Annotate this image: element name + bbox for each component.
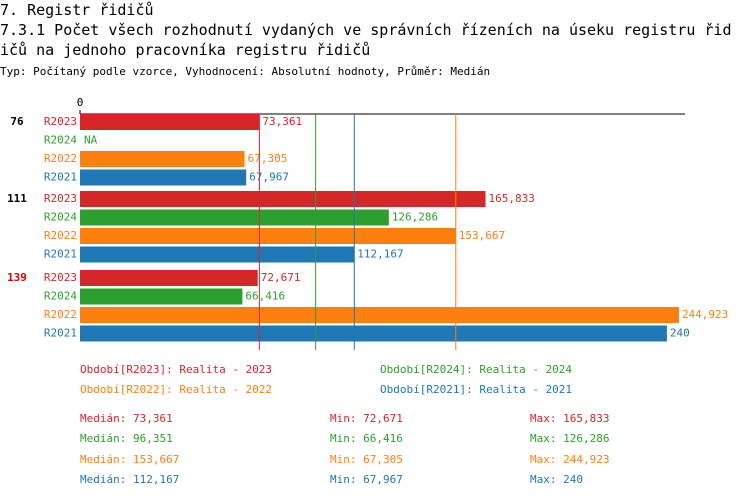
bar: [80, 169, 247, 186]
bar: [80, 288, 243, 305]
chart-title: 7.3.1 Počet všech rozhodnutí vydaných ve…: [0, 21, 732, 59]
row-label: R2024: [44, 290, 77, 303]
median-stat: Medián: 153,667: [80, 453, 179, 466]
min-stat: Min: 67,967: [330, 473, 403, 486]
min-stat: Min: 67,305: [330, 453, 403, 466]
bar: [80, 325, 667, 342]
median-stat: Medián: 73,361: [80, 412, 173, 425]
value-label: 153,667: [459, 229, 505, 242]
bar: [80, 270, 258, 286]
value-label: NA: [84, 134, 98, 147]
median-stat: Medián: 96,351: [80, 432, 173, 445]
median-stat: Medián: 112,167: [80, 473, 179, 486]
row-label: R2021: [44, 327, 77, 340]
max-stat: Max: 240: [530, 473, 583, 486]
row-label: R2024: [44, 134, 77, 147]
bar: [80, 228, 456, 244]
legend-label: Období[R2023]: Realita - 2023: [80, 363, 272, 376]
value-label: 112,167: [357, 248, 403, 261]
min-stat: Min: 66,416: [330, 432, 403, 445]
bar: [80, 307, 679, 323]
row-label: R2022: [44, 229, 77, 242]
value-label: 67,305: [248, 152, 288, 165]
value-label: 66,416: [245, 290, 285, 303]
bar: [80, 151, 245, 167]
row-label: R2023: [44, 115, 77, 128]
row-label: R2022: [44, 308, 77, 321]
category-label: 139: [7, 271, 27, 284]
row-label: R2021: [44, 171, 77, 184]
category-label: 76: [10, 115, 24, 128]
row-label: R2024: [44, 211, 77, 224]
value-label: 240: [670, 327, 690, 340]
category-label: 111: [7, 192, 27, 205]
value-label: 67,967: [249, 171, 289, 184]
max-stat: Max: 126,286: [530, 432, 609, 445]
value-label: 244,923: [682, 308, 728, 321]
value-label: 73,361: [262, 115, 302, 128]
row-label: R2023: [44, 192, 77, 205]
bar: [80, 191, 486, 207]
row-label: R2023: [44, 271, 77, 284]
min-stat: Min: 72,671: [330, 412, 403, 425]
legend-label: Období[R2022]: Realita - 2022: [80, 383, 272, 396]
bar: [80, 114, 260, 130]
bar: [80, 209, 389, 226]
chart-subtitle: Typ: Počítaný podle vzorce, Vyhodnocení:…: [0, 65, 491, 78]
value-label: 72,671: [261, 271, 301, 284]
value-label: 165,833: [489, 192, 535, 205]
x-tick-label: 0: [77, 96, 84, 109]
row-label: R2021: [44, 248, 77, 261]
section-title: 7. Registr řidičů: [0, 1, 154, 19]
max-stat: Max: 244,923: [530, 453, 609, 466]
value-label: 126,286: [392, 211, 438, 224]
row-label: R2022: [44, 152, 77, 165]
legend-label: Období[R2021]: Realita - 2021: [380, 383, 572, 396]
max-stat: Max: 165,833: [530, 412, 609, 425]
bar: [80, 246, 355, 263]
legend-label: Období[R2024]: Realita - 2024: [380, 363, 572, 376]
